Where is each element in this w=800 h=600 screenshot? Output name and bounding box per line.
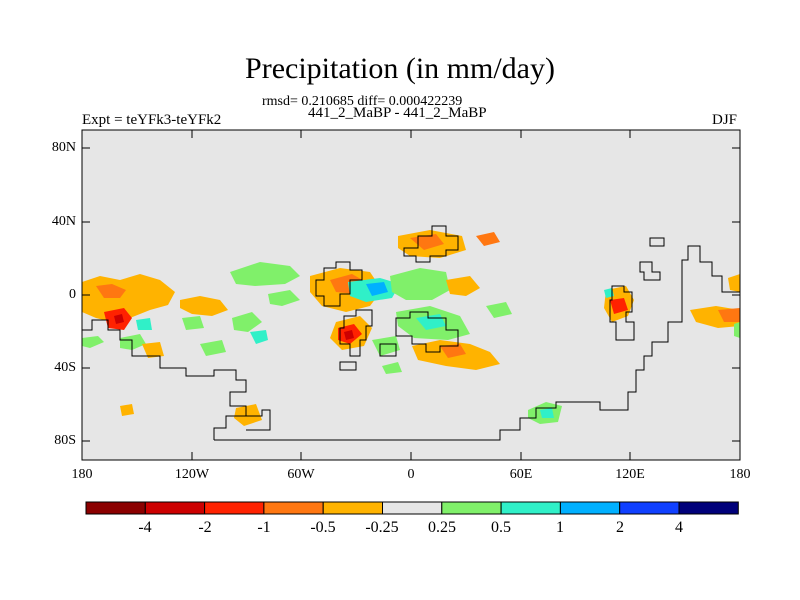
anomaly-cyan	[250, 330, 268, 344]
anomaly-orange	[234, 404, 262, 426]
anomaly-dark-orange	[718, 308, 740, 322]
coastline-segment	[339, 309, 373, 357]
anomaly-orange	[120, 404, 134, 416]
coastline-segment	[649, 237, 665, 247]
coastline-segment	[379, 343, 397, 357]
coastline-segment	[81, 270, 247, 440]
anomaly-cyan	[540, 408, 554, 418]
lat-label: 80S	[54, 433, 76, 448]
lon-label: 180	[71, 467, 93, 482]
lat-label: 80N	[51, 140, 76, 155]
anomaly-cyan	[136, 318, 152, 330]
anomaly-green	[182, 316, 204, 330]
tick-marks	[81, 130, 741, 460]
coastline-segment	[214, 245, 740, 441]
colorbar-box	[559, 501, 621, 515]
anomaly-green	[120, 334, 146, 350]
colorbar-box	[204, 501, 265, 515]
colorbar-label: 1	[556, 519, 564, 536]
colorbar-label: -1	[257, 519, 271, 536]
coastline-segment	[639, 261, 661, 281]
colorbar-box	[441, 501, 502, 515]
coastline-segment	[246, 409, 271, 431]
lat-label: 0	[69, 287, 76, 302]
anomaly-dark-red	[114, 314, 124, 324]
precip-anomaly-layer	[82, 230, 740, 426]
colorbar-box	[382, 501, 443, 515]
anomaly-dark-orange	[476, 232, 500, 246]
colorbar-label: -0.25	[365, 519, 399, 536]
colorbar-box	[85, 501, 146, 515]
coastline-segment	[403, 225, 459, 263]
colorbar-label: 4	[675, 519, 683, 536]
colorbar-label: -2	[198, 519, 212, 536]
colorbar-label: -0.5	[310, 519, 336, 536]
lat-label: 40S	[54, 360, 76, 375]
coastline-segment	[315, 261, 363, 307]
lon-label: 180	[729, 467, 751, 482]
coastline-segment	[395, 311, 459, 353]
anomaly-green	[382, 362, 402, 374]
anomaly-dark-red	[344, 330, 354, 340]
experiment-subtitle: 441_2_MaBP - 441_2_MaBP	[308, 105, 487, 121]
anomaly-blue	[366, 282, 388, 296]
lon-label: 120W	[174, 467, 210, 482]
anomaly-green	[200, 340, 226, 356]
colorbar-label: 2	[616, 519, 624, 536]
anomaly-orange	[180, 296, 228, 316]
colorbar-label: -4	[138, 519, 152, 536]
colorbar	[85, 501, 739, 515]
anomaly-orange	[728, 274, 740, 292]
anomaly-red	[610, 298, 628, 314]
anomaly-orange	[142, 342, 164, 358]
anomaly-green	[486, 302, 512, 318]
anomaly-dark-orange	[440, 344, 466, 358]
anomaly-green	[268, 290, 300, 306]
colorbar-box	[263, 501, 324, 515]
lat-label: 40N	[51, 214, 76, 229]
expt-label: Expt = teYFk3-teYFk2	[82, 112, 222, 128]
coastline-segment	[339, 361, 357, 371]
coastlines	[81, 225, 740, 441]
anomaly-orange	[446, 276, 480, 296]
season-label: DJF	[712, 112, 738, 128]
anomaly-green	[232, 312, 262, 332]
colorbar-label: 0.25	[428, 519, 456, 536]
lon-label: 60E	[509, 467, 533, 482]
map-title: Precipitation (in mm/day)	[245, 52, 555, 85]
anomaly-dark-orange	[96, 284, 126, 298]
colorbar-box	[619, 501, 680, 515]
anomaly-green	[372, 336, 400, 356]
colorbar-box	[144, 501, 206, 515]
lon-label: 0	[407, 467, 415, 482]
stats-label: rmsd= 0.210685 diff= 0.000422239	[262, 94, 463, 109]
coastline-segment	[609, 285, 635, 341]
anomaly-green	[390, 268, 450, 300]
lon-label: 60W	[287, 467, 315, 482]
anomaly-green	[734, 322, 740, 338]
lon-label: 120E	[615, 467, 645, 482]
colorbar-box	[678, 501, 739, 515]
anomaly-green	[230, 262, 300, 286]
colorbar-box	[500, 501, 561, 515]
anomaly-green	[82, 336, 104, 348]
colorbar-label: 0.5	[491, 519, 511, 536]
colorbar-box	[322, 501, 384, 515]
